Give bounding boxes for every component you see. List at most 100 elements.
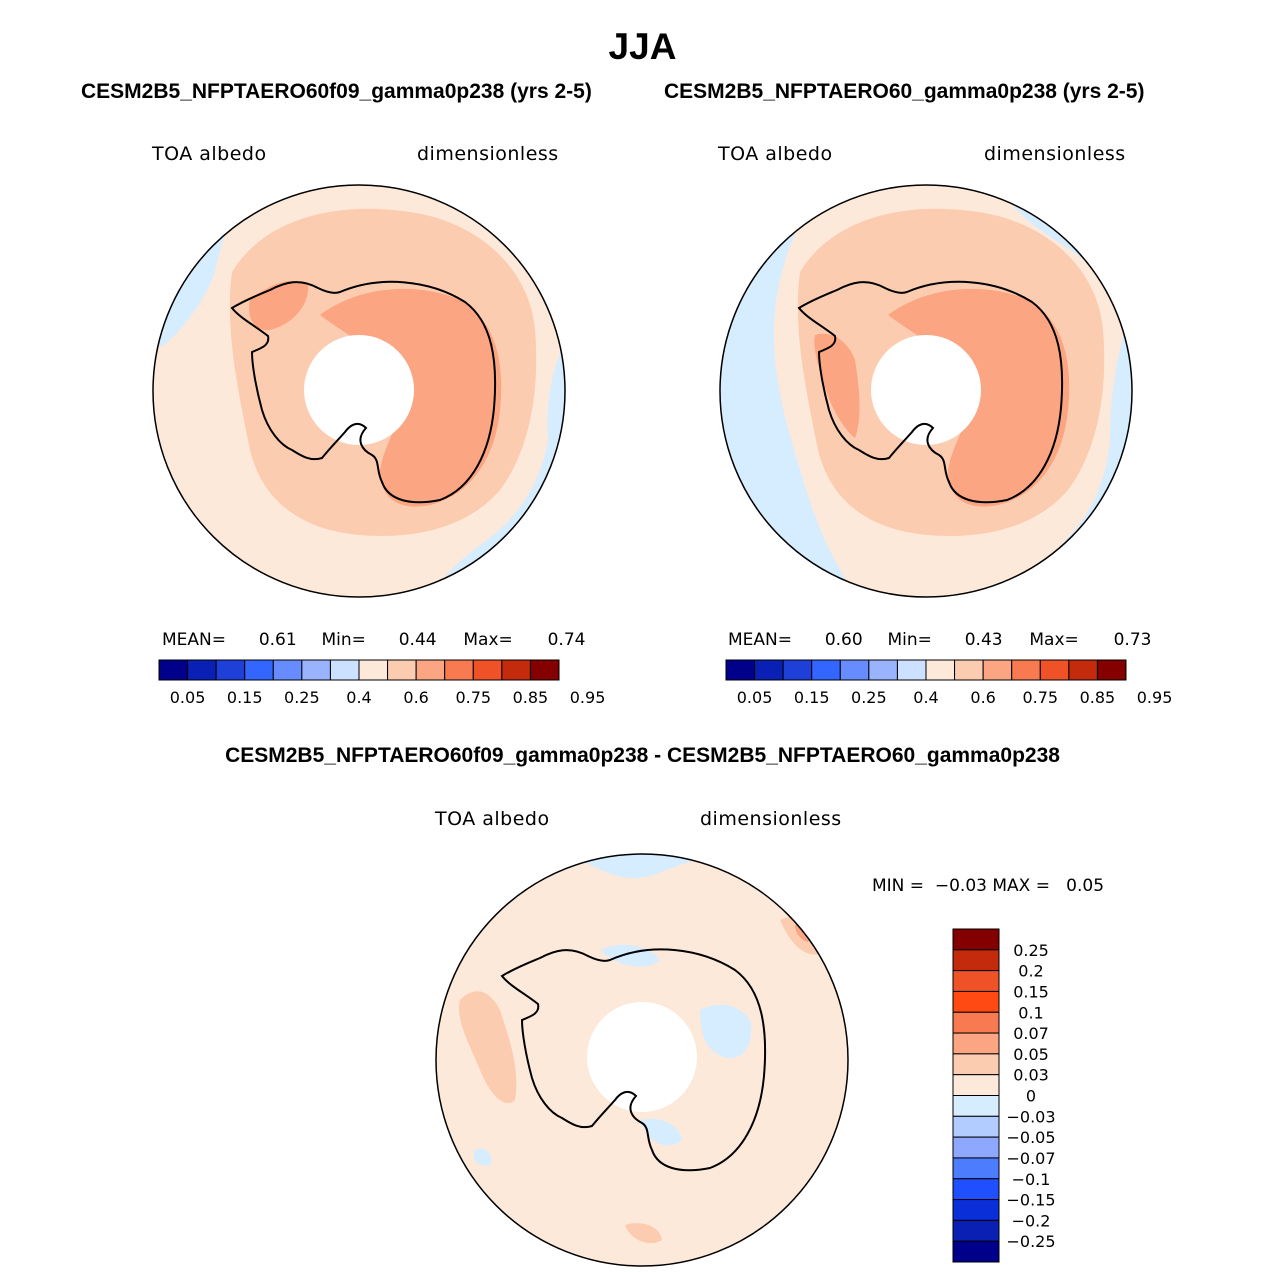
diff-colorbar-cell xyxy=(952,1219,1000,1242)
right-map-low-albedo-west xyxy=(720,185,860,597)
diff-colorbar-cell xyxy=(952,1074,1000,1096)
diff-map-positive-south xyxy=(625,1223,662,1244)
left-min-label: Min= xyxy=(321,630,366,650)
right-map xyxy=(719,184,1133,598)
left-colorbar-cell xyxy=(501,659,531,681)
right-mean-value: 0.60 xyxy=(824,630,863,650)
left-colorbar-tick-label: 0.4 xyxy=(346,688,371,707)
right-colorbar-cell xyxy=(1039,659,1070,681)
right-case-title: CESM2B5_NFPTAERO60_gamma0p238 (yrs 2-5) xyxy=(664,80,1145,103)
diff-colorbar-tick-label: 0.07 xyxy=(1013,1024,1049,1043)
diff-colorbar-cell xyxy=(952,928,1000,951)
right-colorbar-tick-label: 0.05 xyxy=(737,688,773,707)
left-map-pole-mask xyxy=(304,335,414,445)
diff-colorbar-tick-label: −0.05 xyxy=(1006,1128,1055,1147)
left-colorbar-cell xyxy=(472,659,503,681)
diff-colorbar-tick-label: −0.1 xyxy=(1012,1170,1051,1189)
left-colorbar-cell xyxy=(387,659,417,681)
left-colorbar-cell xyxy=(215,659,246,681)
left-max-label: Max= xyxy=(463,630,513,650)
left-colorbar-cell xyxy=(187,659,217,681)
right-colorbar-tick-label: 0.95 xyxy=(1137,688,1173,707)
right-colorbar-cell xyxy=(1011,659,1041,681)
right-colorbar-cell xyxy=(782,659,813,681)
left-min-value: 0.44 xyxy=(398,630,437,650)
left-mean-value: 0.61 xyxy=(258,630,297,650)
left-colorbar-cell xyxy=(415,659,446,681)
left-colorbar-cell xyxy=(358,659,389,681)
diff-stats: MIN = −0.03 MAX = 0.05 xyxy=(872,876,1105,896)
left-map xyxy=(152,184,566,598)
diff-colorbar-tick-label: 0.1 xyxy=(1018,1003,1043,1022)
season-title: JJA xyxy=(608,26,677,67)
diff-colorbar-tick-label: 0.03 xyxy=(1013,1066,1049,1085)
right-colorbar-tick-label: 0.75 xyxy=(1022,688,1058,707)
diff-colorbar-cell xyxy=(952,1032,1000,1055)
diff-colorbar-cell xyxy=(952,1178,1000,1201)
diff-map-boundary xyxy=(435,853,849,1267)
right-colorbar-cell xyxy=(839,659,870,681)
diff-colorbar-cell xyxy=(952,1199,1000,1221)
right-colorbar-tick-label: 0.6 xyxy=(970,688,995,707)
left-max-value: 0.74 xyxy=(547,630,586,650)
diff-map-negative-east xyxy=(700,1004,752,1059)
diff-colorbar-tick-label: −0.25 xyxy=(1006,1232,1055,1251)
right-map-high-albedo-west xyxy=(814,333,860,438)
diff-colorbar-cell xyxy=(952,949,1000,972)
right-colorbar-tick-label: 0.25 xyxy=(851,688,887,707)
left-map-coastline xyxy=(230,280,497,504)
diff-colorbar-tick-label: −0.2 xyxy=(1012,1211,1051,1230)
diff-colorbar-cell xyxy=(952,1011,1000,1034)
diff-colorbar-tick-label: 0 xyxy=(1026,1087,1036,1106)
diff-colorbar-tick-label: 0.2 xyxy=(1018,962,1043,981)
left-stats: MEAN= 0.61 Min= 0.44 Max= 0.74 xyxy=(162,630,585,650)
left-colorbar-cell xyxy=(244,659,274,681)
right-colorbar-cell xyxy=(1068,659,1098,681)
right-colorbar-cell xyxy=(725,659,756,681)
diff-map-negative-south xyxy=(473,1148,492,1166)
right-mean-label: MEAN= xyxy=(728,630,792,650)
right-map-boundary xyxy=(719,184,1133,598)
diff-map-negative-ross xyxy=(640,1118,682,1146)
right-max-label: Max= xyxy=(1029,630,1079,650)
left-colorbar-cell xyxy=(301,659,331,681)
right-colorbar-tick-label: 0.85 xyxy=(1080,688,1116,707)
diff-map xyxy=(435,853,849,1267)
right-colorbar-cell xyxy=(954,659,984,681)
diff-colorbar-cell xyxy=(952,1136,1000,1159)
diff-colorbar-cell xyxy=(952,1115,1000,1138)
left-colorbar-tick-label: 0.85 xyxy=(513,688,549,707)
diff-colorbar-tick-label: 0.15 xyxy=(1013,982,1049,1001)
left-colorbar-cell xyxy=(329,659,360,681)
left-colorbar-tick-label: 0.05 xyxy=(170,688,206,707)
right-colorbar-cell xyxy=(1096,659,1127,681)
left-colorbar-cell xyxy=(529,659,560,681)
diff-colorbar-tick-label: −0.15 xyxy=(1006,1191,1055,1210)
right-colorbar-tick-label: 0.4 xyxy=(913,688,938,707)
diff-colorbar: 0.25 0.20.15 0.1 0.07 0.05 0.03 0−0.03 −0.05 −0.… xyxy=(952,928,1056,1263)
diff-colorbar-cell xyxy=(952,1240,1000,1263)
diff-colorbar-cell xyxy=(952,990,1000,1013)
diff-colorbar-cell xyxy=(952,1053,1000,1076)
diff-colorbar-cell xyxy=(952,970,1000,992)
left-variable-label: TOA albedo xyxy=(152,143,267,165)
left-mean-label: MEAN= xyxy=(162,630,226,650)
left-case-title: CESM2B5_NFPTAERO60f09_gamma0p238 (yrs 2-… xyxy=(81,80,592,103)
diff-colorbar-tick-label: 0.05 xyxy=(1013,1045,1049,1064)
right-colorbar: 0.05 0.15 0.25 0.4 0.6 0.75 0.85 0.95 xyxy=(725,659,1173,707)
diff-map-pole-mask xyxy=(587,1002,697,1112)
left-colorbar-tick-label: 0.75 xyxy=(455,688,491,707)
right-colorbar-cell xyxy=(925,659,956,681)
right-colorbar-tick-label: 0.15 xyxy=(794,688,830,707)
diff-colorbar-tick-label: 0.25 xyxy=(1013,941,1049,960)
left-colorbar-tick-label: 0.6 xyxy=(403,688,428,707)
left-colorbar-cell xyxy=(158,659,189,681)
right-stats: MEAN= 0.60 Min= 0.43 Max= 0.73 xyxy=(728,630,1151,650)
left-colorbar-tick-label: 0.15 xyxy=(227,688,263,707)
diff-colorbar-tick-label: −0.07 xyxy=(1006,1149,1055,1168)
diff-colorbar-cell xyxy=(952,1157,1000,1180)
right-colorbar-cell xyxy=(754,659,784,681)
diff-units-label: dimensionless xyxy=(700,808,842,830)
diff-map-positive-west xyxy=(459,991,517,1104)
